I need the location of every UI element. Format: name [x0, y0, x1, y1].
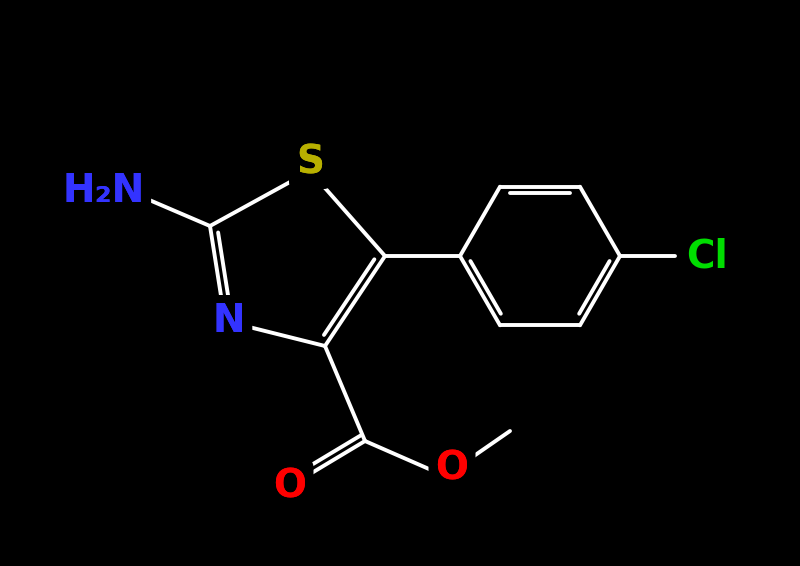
Text: Cl: Cl [686, 237, 728, 275]
Text: O: O [435, 450, 469, 488]
Text: O: O [435, 450, 469, 488]
Text: H₂N: H₂N [62, 172, 144, 210]
Text: H₂N: H₂N [62, 172, 144, 210]
Text: O: O [274, 467, 306, 505]
Text: N: N [213, 302, 246, 340]
Text: S: S [296, 144, 324, 182]
Text: S: S [296, 144, 324, 182]
Text: N: N [213, 302, 246, 340]
Text: O: O [274, 467, 306, 505]
